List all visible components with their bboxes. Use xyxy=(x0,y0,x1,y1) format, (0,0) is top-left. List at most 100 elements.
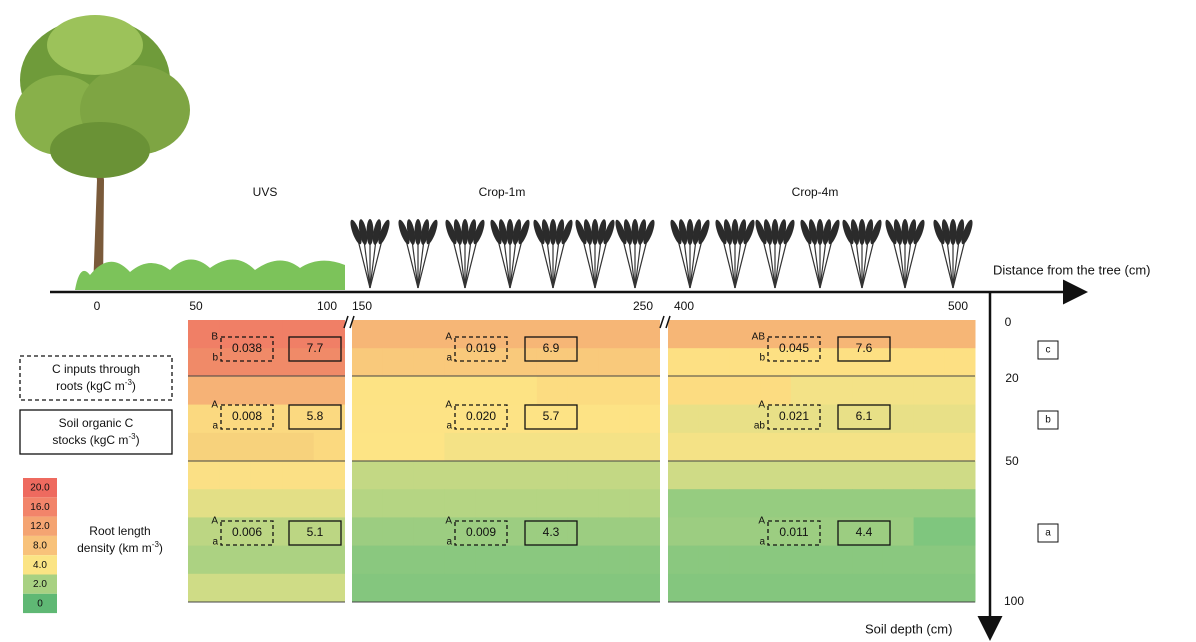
color-scale-swatch xyxy=(23,555,57,575)
wheat-stem xyxy=(357,239,371,289)
heatmap-cell xyxy=(821,348,853,377)
heatmap-cell xyxy=(413,545,445,575)
c-input-value: 0.038 xyxy=(232,341,262,355)
wheat-ear xyxy=(406,219,416,245)
heatmap-cell xyxy=(219,545,252,575)
heatmap-cell xyxy=(629,376,661,406)
wheat-ear xyxy=(561,219,573,245)
heatmap-cell xyxy=(790,461,822,490)
legend-text-part: roots (kgC m xyxy=(56,379,125,393)
wheat-stem xyxy=(819,239,827,289)
heatmap-cell xyxy=(790,545,822,575)
heatmap-cell xyxy=(913,545,945,575)
root_density-line2: density (km m-3) xyxy=(77,540,163,556)
heatmap-cell xyxy=(729,376,761,406)
legend-text-part: ) xyxy=(159,541,163,555)
heatmap-cell xyxy=(382,320,415,349)
wheat-stem xyxy=(546,239,554,289)
wheat-stem xyxy=(497,239,511,289)
heatmap-cell xyxy=(382,517,415,547)
color-scale-label: 4.0 xyxy=(33,560,47,571)
depth-letter: a xyxy=(1045,528,1051,539)
heatmap-cell xyxy=(629,573,661,603)
soc_stocks-line2: stocks (kgC m-3) xyxy=(52,432,139,448)
heatmap-cell xyxy=(536,461,569,490)
heatmap-cell xyxy=(282,376,315,406)
wheat-ear xyxy=(420,219,430,245)
y-axis-label: Soil depth (cm) xyxy=(865,621,952,636)
wheat-ear xyxy=(358,219,368,245)
legend-text-part: density (km m xyxy=(77,541,152,555)
wheat-stem xyxy=(594,239,608,289)
heatmap-cell xyxy=(313,545,346,575)
soc-box xyxy=(837,336,891,362)
wheat-stem xyxy=(774,239,788,289)
wheat-stem xyxy=(464,239,478,289)
soc-value: 6.9 xyxy=(543,341,560,355)
heatmap-cell xyxy=(668,404,700,434)
soc-value: 7.7 xyxy=(307,341,324,355)
wheat-stem xyxy=(689,239,703,289)
heatmap-cell xyxy=(413,432,445,462)
heatmap-cell xyxy=(475,461,507,490)
heatmap-cell xyxy=(219,573,252,603)
wheat-ear xyxy=(637,219,647,245)
heatmap-cell xyxy=(729,404,761,434)
heatmap-cell xyxy=(188,432,220,462)
color-scale-label: 12.0 xyxy=(30,521,50,532)
heatmap-cell xyxy=(219,320,252,349)
heatmap-cell xyxy=(698,432,730,462)
heatmap-cell xyxy=(944,320,976,349)
heatmap-cell xyxy=(944,489,976,518)
heatmap-cell xyxy=(913,348,945,377)
heatmap-cell xyxy=(882,320,915,349)
heatmap-cell xyxy=(567,348,599,377)
heatmap-cell xyxy=(313,573,346,603)
heatmap-cell xyxy=(188,404,220,434)
wheat-ear xyxy=(643,219,655,245)
wheat-stem xyxy=(855,239,863,289)
legend-text-part: -3 xyxy=(128,432,136,441)
c-input-box xyxy=(220,404,274,430)
wheat-ear xyxy=(372,219,382,245)
wheat-ear xyxy=(583,219,593,245)
heatmap-cell xyxy=(760,573,792,603)
upper-letter: A xyxy=(445,400,452,411)
soc-value: 5.1 xyxy=(307,525,324,539)
wheat-stem xyxy=(369,239,377,289)
c-input-value: 0.020 xyxy=(466,409,496,423)
heatmap-cell xyxy=(382,376,415,406)
heatmap-cell xyxy=(219,376,252,406)
heatmap-cell xyxy=(821,545,853,575)
heatmap-cell xyxy=(629,489,661,518)
heatmap-cell xyxy=(313,461,346,490)
wheat-stem xyxy=(952,239,966,289)
heatmap-cell xyxy=(760,348,792,377)
heatmap-cell xyxy=(188,489,220,518)
wheat-stem xyxy=(861,239,875,289)
heatmap-cell xyxy=(313,348,346,377)
heatmap-cell xyxy=(760,376,792,406)
soc_stocks-line1: Soil organic C xyxy=(59,416,134,430)
wheat-ear xyxy=(743,219,755,245)
x-tick-label: 500 xyxy=(948,299,968,313)
heatmap-cell xyxy=(352,461,384,490)
heatmap-cell xyxy=(698,545,730,575)
heatmap-cell xyxy=(413,348,445,377)
c-input-value: 0.019 xyxy=(466,341,496,355)
lower-letter: a xyxy=(212,537,218,548)
heatmap-cell xyxy=(282,320,315,349)
c-input-value: 0.011 xyxy=(779,525,808,539)
color-scale-swatch xyxy=(23,535,57,556)
heatmap-cell xyxy=(598,517,630,547)
wheat-ear xyxy=(490,219,502,245)
wheat-stem xyxy=(503,239,511,289)
wheat-illustration xyxy=(350,219,973,289)
heatmap-cell xyxy=(629,348,661,377)
heatmap-cell xyxy=(250,545,283,575)
wheat-ear xyxy=(603,219,615,245)
color-scale-label: 16.0 xyxy=(30,502,50,513)
panel-gap xyxy=(660,316,668,606)
wheat-ear xyxy=(901,219,909,245)
heatmap-cell xyxy=(475,348,507,377)
